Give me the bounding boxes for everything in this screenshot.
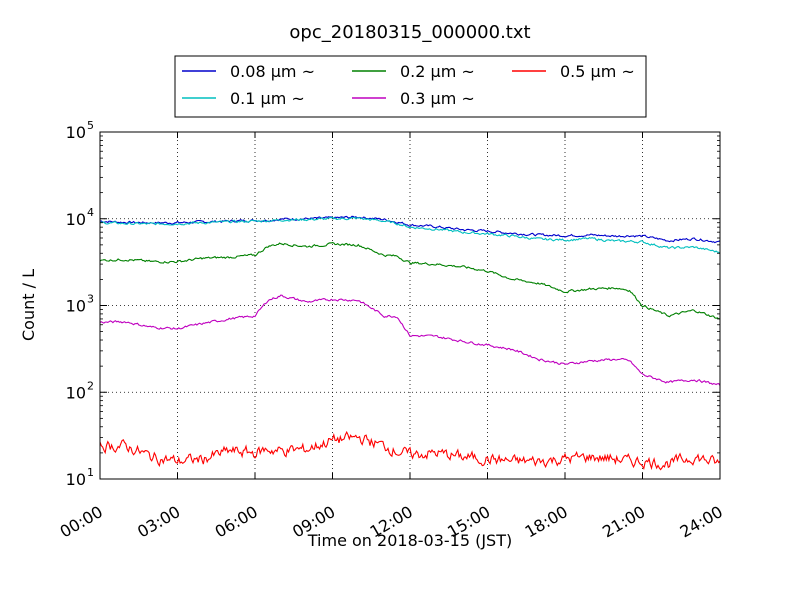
x-tick-label: 24:00 <box>677 502 726 542</box>
legend-label: 0.1 μm ~ <box>230 89 305 108</box>
y-tick-label: 10 5 <box>66 119 94 142</box>
chart-title: opc_20180315_000000.txt <box>289 22 530 43</box>
series-group <box>99 215 721 471</box>
series-line-4 <box>99 430 721 471</box>
y-tick-label-base: 10 <box>66 123 86 142</box>
legend-label: 0.08 μm ~ <box>230 62 315 81</box>
y-tick-label-exponent: 4 <box>87 206 94 219</box>
legend-item: 0.1 μm ~ <box>182 89 305 108</box>
legend-item: 0.3 μm ~ <box>352 89 475 108</box>
x-tick-label: 00:00 <box>57 502 106 542</box>
y-tick-label: 10 2 <box>66 379 94 402</box>
legend-label: 0.3 μm ~ <box>400 89 475 108</box>
legend-label: 0.2 μm ~ <box>400 62 475 81</box>
y-tick-label: 10 1 <box>66 466 94 489</box>
grid-lines <box>100 132 720 479</box>
x-tick-label: 06:00 <box>212 502 261 542</box>
y-tick-label-base: 10 <box>66 297 86 316</box>
legend: 0.08 μm ~ 0.1 μm ~ 0.2 μm ~ 0.3 μm ~ 0.5 μm … <box>174 55 647 118</box>
legend-item: 0.5 μm ~ <box>512 62 635 81</box>
y-tick-label-base: 10 <box>66 210 86 229</box>
legend-label: 0.5 μm ~ <box>560 62 635 81</box>
y-tick-label: 10 4 <box>66 206 94 229</box>
y-tick-label-exponent: 2 <box>87 379 94 392</box>
y-tick-label-exponent: 1 <box>87 466 94 479</box>
series-line-3 <box>99 294 721 386</box>
x-tick-label: 18:00 <box>522 502 571 542</box>
x-tick-label: 03:00 <box>134 502 183 542</box>
legend-item: 0.2 μm ~ <box>352 62 475 81</box>
y-tick-label-exponent: 3 <box>87 293 94 306</box>
x-axis-label: Time on 2018-03-15 (JST) <box>307 531 512 550</box>
legend-box <box>174 55 647 118</box>
series-line-2 <box>99 242 721 320</box>
series-line-1 <box>99 216 721 254</box>
y-tick-label: 10 3 <box>66 293 94 316</box>
x-tick-label: 21:00 <box>599 502 648 542</box>
legend-item: 0.08 μm ~ <box>182 62 315 81</box>
y-tick-label-exponent: 5 <box>87 119 94 132</box>
y-tick-label-base: 10 <box>66 470 86 489</box>
y-axis-label: Count / L <box>19 269 38 341</box>
y-tick-label-base: 10 <box>66 383 86 402</box>
series-line-0 <box>99 215 721 244</box>
